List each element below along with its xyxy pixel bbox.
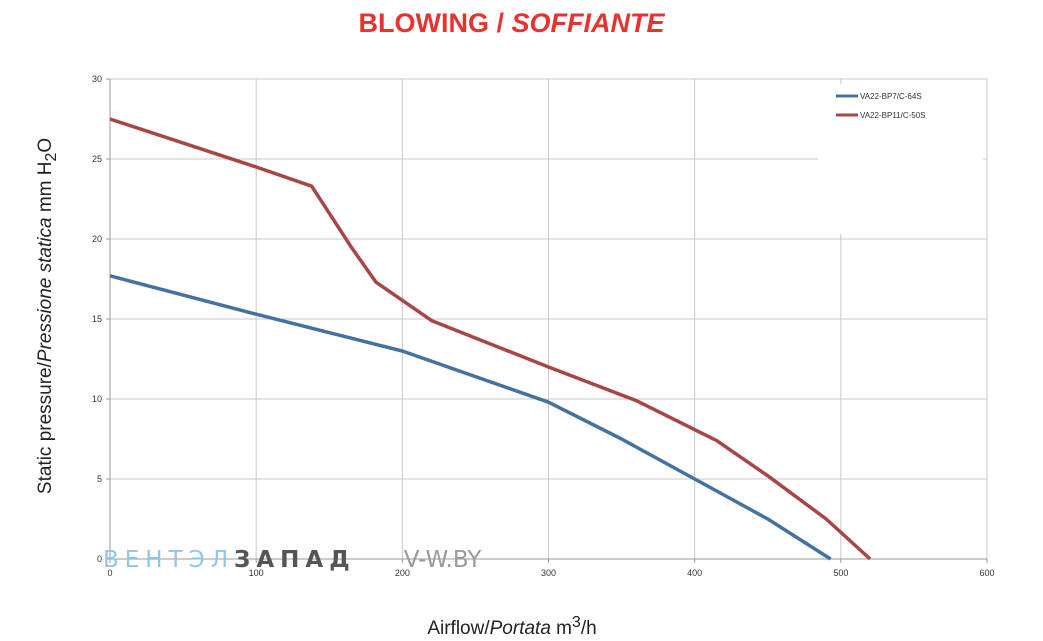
y-label-part-2: Pressione statica	[35, 217, 57, 363]
series-line-1	[109, 274, 832, 561]
x-label-superscript: 3	[572, 613, 581, 631]
x-tick-label: 200	[395, 568, 410, 578]
y-label-part-4: O	[35, 137, 57, 153]
x-tick-label: 400	[687, 568, 702, 578]
x-label-part-4: /h	[580, 618, 597, 640]
watermark-site: V-W.BY	[403, 547, 482, 573]
y-tick-label: 0	[97, 554, 102, 564]
legend-box	[818, 84, 983, 234]
y-axis-label: Static pressure/Pressione statica mm H2O	[35, 138, 61, 494]
title-part-2: SOFFIANTE	[511, 8, 665, 38]
y-tick-label: 25	[92, 154, 102, 164]
watermark: ВЕНТЭЛЗАПАД V-W.BY	[103, 547, 481, 573]
y-tick-label: 15	[92, 314, 102, 324]
x-tick-label: 300	[541, 568, 556, 578]
x-label-part-3: m	[550, 618, 572, 640]
y-tick-label: 10	[92, 394, 102, 404]
y-label-part-3: mm H	[35, 161, 57, 218]
y-tick-label: 30	[92, 74, 102, 84]
series-line-2	[109, 117, 872, 561]
x-axis-label: Airflow/Portata m3/h	[427, 614, 596, 640]
y-label-subscript: 2	[42, 152, 60, 162]
legend-label-1: VA22-BP7/C-64S	[860, 92, 922, 101]
legend: VA22-BP7/C-64S VA22-BP11/C-50S	[818, 84, 983, 234]
x-tick-label: 100	[249, 568, 264, 578]
tick-labels: 0 100 200 300 400 500 600 0 5 10 15 20 25 30	[92, 74, 995, 578]
y-tick-label: 20	[92, 234, 102, 244]
title-part-1: BLOWING /	[358, 8, 512, 38]
y-label-part-1: Static pressure/	[35, 362, 57, 495]
x-tick-label: 0	[107, 568, 112, 578]
watermark-part-2: ЗАПАД	[234, 547, 356, 573]
x-tick-label: 500	[833, 568, 848, 578]
watermark-part-1: ВЕНТЭЛ	[103, 547, 235, 573]
series-lines	[109, 117, 872, 561]
x-label-part-1: Airflow/	[427, 618, 490, 640]
chart-title: BLOWING / SOFFIANTE	[0, 8, 1023, 39]
y-tick-label: 5	[97, 474, 102, 484]
x-tick-label: 600	[979, 568, 994, 578]
axes	[106, 78, 988, 563]
legend-label-2: VA22-BP11/C-50S	[860, 111, 926, 120]
x-label-part-2: Portata	[489, 618, 551, 640]
